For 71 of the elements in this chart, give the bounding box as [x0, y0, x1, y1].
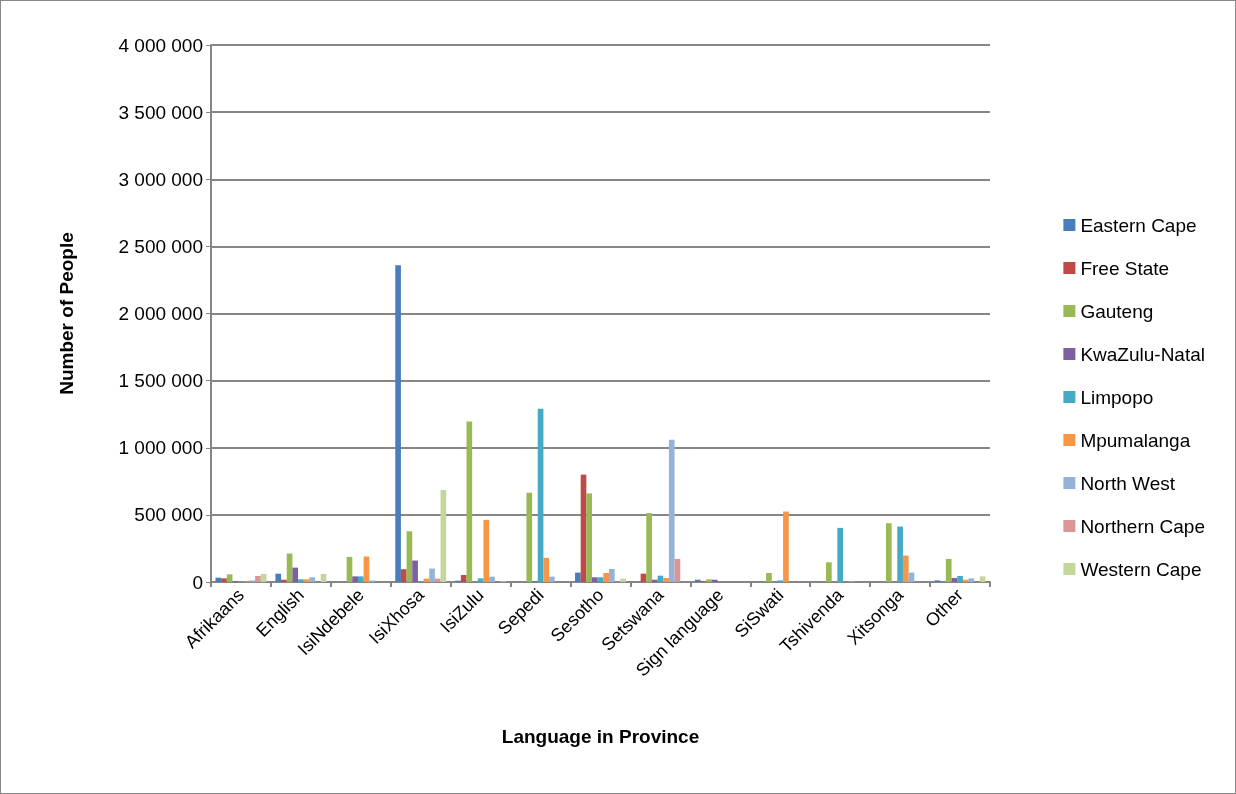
legend-label: Western Cape: [1080, 558, 1202, 580]
bar: [215, 577, 222, 582]
bar: [298, 579, 304, 582]
bar: [303, 579, 310, 582]
bar: [663, 577, 669, 582]
bar: [255, 575, 261, 582]
legend-label: KwaZulu-Natal: [1080, 343, 1205, 365]
bar: [826, 562, 832, 582]
y-tick-label: 1 000 000: [118, 437, 203, 459]
bar: [357, 576, 364, 582]
bar: [979, 576, 986, 582]
legend-label: Limpopo: [1080, 386, 1154, 408]
bar: [549, 576, 555, 582]
bar: [586, 493, 593, 582]
bar: [783, 511, 789, 582]
bar: [526, 492, 533, 582]
bar: [281, 579, 287, 582]
legend-label: Mpumalanga: [1080, 429, 1191, 451]
bar: [275, 573, 282, 582]
bar: [945, 558, 952, 582]
bar: [897, 526, 903, 582]
y-tick-label: 3 500 000: [118, 101, 203, 123]
bar: [477, 578, 484, 582]
y-tick-label: 4 000 000: [118, 34, 203, 56]
bar: [483, 519, 490, 582]
y-tick-label: 3 000 000: [118, 168, 203, 190]
bar: [460, 575, 467, 582]
bar: [592, 577, 598, 582]
bar: [575, 572, 581, 582]
bar: [489, 576, 495, 582]
bar: [620, 578, 626, 582]
legend-label: Free State: [1080, 257, 1170, 279]
bar: [395, 265, 401, 582]
bar: [694, 579, 701, 582]
bar: [902, 555, 909, 582]
bar: [651, 579, 658, 582]
legend-label: Gauteng: [1080, 300, 1154, 322]
y-tick-label: 1 500 000: [118, 370, 203, 392]
bar: [292, 567, 299, 582]
bar: [603, 573, 609, 582]
bar: [400, 569, 407, 582]
bar: [226, 574, 233, 582]
bar: [429, 568, 435, 582]
bar: [543, 557, 550, 582]
bar: [352, 576, 358, 582]
bar: [646, 513, 652, 582]
y-tick-label: 0: [192, 571, 203, 593]
bar: [706, 579, 712, 582]
x-axis-title: Language in Province: [501, 726, 700, 747]
bar: [608, 568, 615, 582]
y-tick-label: 2 000 000: [118, 303, 203, 324]
bar: [412, 560, 418, 582]
bar: [957, 575, 963, 582]
bar: [885, 523, 892, 582]
bar: [668, 439, 675, 582]
y-axis-title: Number of People: [56, 232, 77, 395]
legend-label: Northern Cape: [1080, 515, 1205, 537]
bar: [962, 579, 969, 582]
bar: [309, 577, 316, 582]
bar: [434, 578, 441, 582]
bar: [597, 577, 604, 582]
bar: [766, 573, 772, 582]
bar: [837, 527, 844, 582]
legend-label: Eastern Cape: [1080, 214, 1197, 236]
bar: [711, 579, 718, 582]
y-tick-label: 500 000: [134, 504, 203, 526]
y-tick-label: 2 500 000: [118, 235, 203, 257]
bar: [221, 578, 227, 582]
bar: [968, 578, 975, 582]
bar: [363, 556, 370, 582]
legend-label: North West: [1080, 472, 1176, 494]
